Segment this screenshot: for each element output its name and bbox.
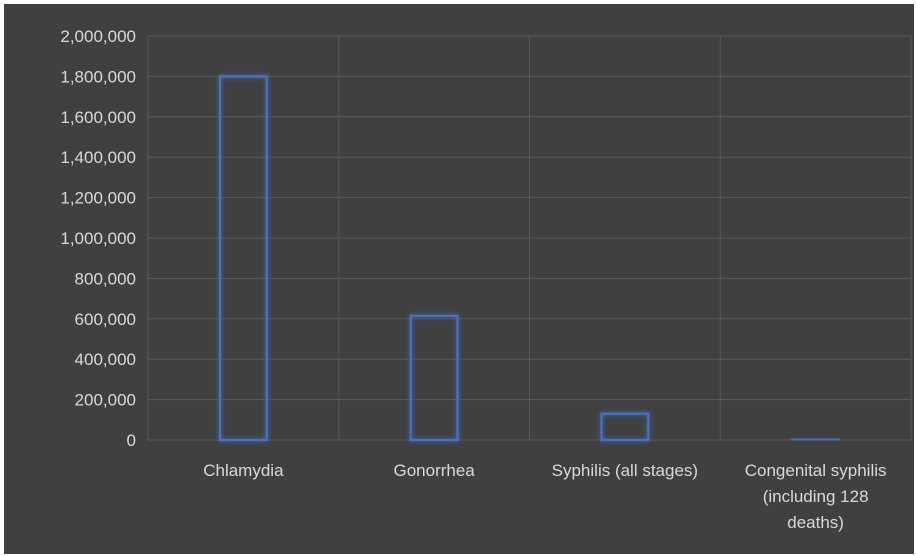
x-axis-categories: Chlamydia Gonorrhea Syphilis (all stages) C… — [203, 461, 886, 532]
y-tick-label: 800,000 — [75, 269, 136, 288]
y-tick-label: 200,000 — [75, 391, 136, 410]
bar — [791, 437, 841, 442]
bar — [409, 314, 459, 442]
x-category-label: Chlamydia — [203, 461, 284, 480]
bar — [218, 75, 268, 442]
y-tick-label: 0 — [127, 431, 136, 450]
y-tick-label: 2,000,000 — [60, 27, 136, 46]
x-category-label: Syphilis (all stages) — [552, 461, 698, 480]
y-tick-label: 1,600,000 — [60, 108, 136, 127]
chart-area: 0 200,000 400,000 600,000 800,000 1,000,000 1,… — [4, 4, 914, 554]
x-category-label: Gonorrhea — [393, 461, 475, 480]
y-tick-label: 1,800,000 — [60, 67, 136, 86]
y-tick-label: 1,000,000 — [60, 229, 136, 248]
gridlines — [147, 35, 912, 441]
y-tick-label: 400,000 — [75, 350, 136, 369]
x-category-label: Congenital syphilis (including 128 deaths) — [745, 461, 887, 532]
y-tick-label: 1,400,000 — [60, 148, 136, 167]
y-axis-ticks: 0 200,000 400,000 600,000 800,000 1,000,000 1,… — [60, 27, 136, 450]
bar-chart: 0 200,000 400,000 600,000 800,000 1,000,000 1,… — [60, 27, 912, 532]
bars — [218, 75, 841, 442]
bar — [600, 412, 650, 442]
y-tick-label: 600,000 — [75, 310, 136, 329]
y-tick-label: 1,200,000 — [60, 189, 136, 208]
